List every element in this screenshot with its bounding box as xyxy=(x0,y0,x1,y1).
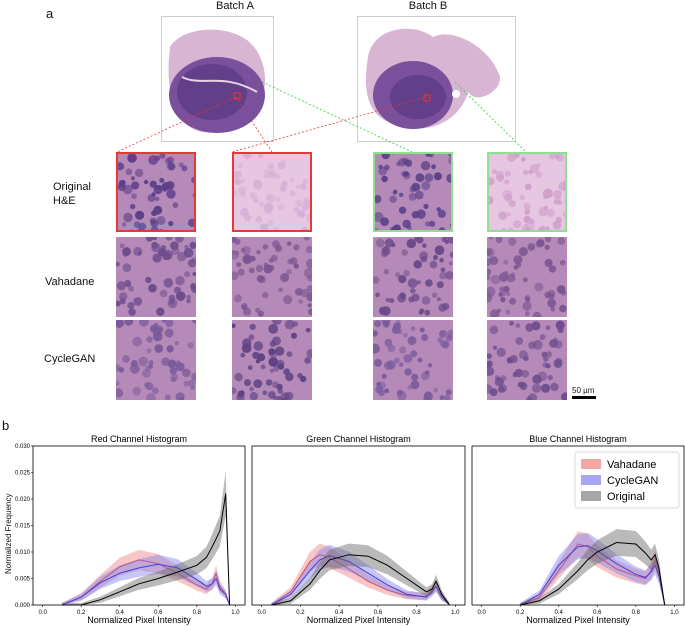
chart-2-frame xyxy=(471,445,685,606)
chart-0-xtick-label: 0.6 xyxy=(154,610,163,616)
tile-cyclegan-batch-a-red xyxy=(116,320,196,400)
row-label-vahadane: Vahadane xyxy=(45,276,95,288)
tile-vahadane-batch-a-green xyxy=(232,237,312,317)
chart-0-ytick-label: 0.000 xyxy=(15,603,31,609)
legend-label-vahadane: Vahadane xyxy=(607,459,656,471)
chart-2-band-original xyxy=(520,529,665,605)
chart-0-line-cyclegan xyxy=(61,563,231,606)
chart-1-xtick-label: 0.8 xyxy=(412,610,421,616)
tile-vahadane-batch-a-red xyxy=(116,237,196,317)
legend-swatch-vahadane xyxy=(581,459,601,469)
chart-2-xtick-label: 1.0 xyxy=(670,610,679,616)
row-label-original-line1: Original xyxy=(53,181,91,193)
chart-2-line-vahadane xyxy=(520,543,666,606)
chart-2-xtick-label: 0.6 xyxy=(593,610,602,616)
chart-0-title: Red Channel Histogram xyxy=(91,434,187,444)
chart-1-frame xyxy=(251,445,466,606)
chart-2-xtick-label: 0.4 xyxy=(555,610,564,616)
scale-bar-label: 50 µm xyxy=(572,386,595,395)
chart-1-title: Green Channel Histogram xyxy=(306,434,411,444)
tile-cyclegan-batch-b-green xyxy=(487,320,567,400)
chart-0-xtick-label: 0.8 xyxy=(193,610,202,616)
chart-1-xtick-label: 0.2 xyxy=(296,610,305,616)
chart-0-xlabel: Normalized Pixel Intensity xyxy=(87,615,191,625)
chart-2-xtick-label: 0.2 xyxy=(516,610,525,616)
chart-1-xtick-label: 0.6 xyxy=(374,610,383,616)
tile-original-batch-b-green xyxy=(487,152,567,232)
chart-0-line-vahadane xyxy=(61,559,231,606)
chart-1-line-original xyxy=(271,554,450,606)
chart-0-xtick-label: 1.0 xyxy=(231,610,240,616)
tile-original-batch-a-green xyxy=(232,152,312,232)
chart-1-xlabel: Normalized Pixel Intensity xyxy=(307,615,411,625)
chart-0-band-original xyxy=(61,471,230,605)
histogram-charts: Red Channel Histogram Normalized Pixel In… xyxy=(15,434,685,625)
chart-0-ytick-label: 0.025 xyxy=(15,471,31,477)
zoom-connector-lines xyxy=(116,81,527,153)
row-label-original: Original H&E xyxy=(53,180,91,208)
chart-0-line-original xyxy=(61,493,231,606)
chart-0-ytick-label: 0.005 xyxy=(15,577,31,583)
scale-bar xyxy=(572,396,596,399)
tile-original-batch-a-red xyxy=(116,152,196,232)
legend-swatch-cyclegan xyxy=(581,475,601,485)
chart-0-xtick-label: 0.4 xyxy=(116,610,125,616)
chart-2-xtick-label: 0.8 xyxy=(632,610,641,616)
chart-2-xlabel: Normalized Pixel Intensity xyxy=(526,615,630,625)
batch-a-wholeslide-image xyxy=(161,16,274,142)
chart-1-xtick-label: 1.0 xyxy=(451,610,460,616)
batch-b-wholeslide-image xyxy=(357,16,516,142)
chart-1-band-vahadane xyxy=(271,543,450,605)
chart-0-ytick-label: 0.030 xyxy=(15,444,31,450)
row-label-original-line2: H&E xyxy=(53,195,76,207)
legend-label-original: Original xyxy=(607,491,645,503)
tile-cyclegan-batch-b-red xyxy=(373,320,453,400)
legend-swatch-original xyxy=(581,491,601,501)
batch-b-title: Batch B xyxy=(408,0,448,12)
chart-0-xtick-label: 0.2 xyxy=(77,610,86,616)
panel-a-letter: a xyxy=(46,6,54,21)
tile-vahadane-batch-b-green xyxy=(487,237,567,317)
chart-0-ytick-label: 0.020 xyxy=(15,497,31,503)
chart-1-band-cyclegan xyxy=(271,544,450,605)
tile-original-batch-b-red xyxy=(373,152,453,232)
chart-2-line-cyclegan xyxy=(519,545,666,606)
chart-0-ytick-label: 0.010 xyxy=(15,550,31,556)
legend-label-cyclegan: CycleGAN xyxy=(607,475,658,487)
chart-2-band-cyclegan xyxy=(520,532,665,605)
chart-1-xtick-label: 0.4 xyxy=(335,610,344,616)
tile-vahadane-batch-b-red xyxy=(373,237,453,317)
batch-a-title: Batch A xyxy=(216,0,254,12)
chart-1-xtick-label: 0.0 xyxy=(258,610,267,616)
chart-2-xtick-label: 0.0 xyxy=(477,610,486,616)
panel-b-letter: b xyxy=(2,418,10,433)
chart-0-band-cyclegan xyxy=(61,554,230,605)
chart-0-ytick-label: 0.015 xyxy=(15,524,31,530)
chart-1-line-cyclegan xyxy=(271,555,450,606)
chart-2-title: Blue Channel Histogram xyxy=(529,434,627,444)
chart-0-xtick-label: 0.0 xyxy=(38,610,47,616)
chart-2-line-original xyxy=(520,541,666,606)
tile-cyclegan-batch-a-green xyxy=(232,320,312,400)
row-label-cyclegan: CycleGAN xyxy=(44,353,96,365)
